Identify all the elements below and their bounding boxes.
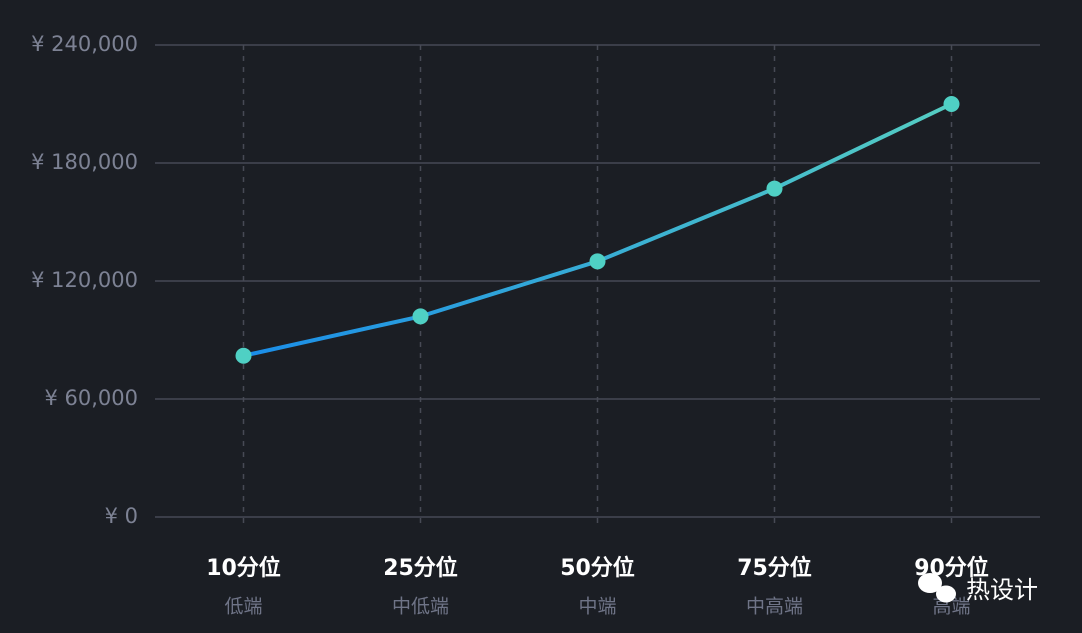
marker [943, 96, 960, 112]
marker [766, 180, 783, 197]
x-tick-label: 10分位 [206, 555, 281, 581]
y-tick-label: ¥ 120,000 [31, 268, 138, 292]
y-tick-label: ¥ 60,000 [44, 386, 138, 410]
x-tick-label: 50分位 [560, 555, 635, 581]
x-tick-sublabel: 低端 [224, 596, 262, 618]
x-tick-sublabel: 中端 [578, 596, 616, 618]
x-tick-label: 25分位 [383, 555, 458, 581]
marker [235, 347, 252, 364]
y-tick-label: ¥ 0 [105, 504, 138, 528]
watermark: 热设计 [966, 576, 1038, 604]
y-tick-label: ¥ 240,000 [31, 32, 138, 56]
x-tick-label: 75分位 [737, 555, 812, 581]
watermark-icon [918, 573, 956, 603]
marker [589, 253, 606, 270]
x-tick-sublabel: 中低端 [392, 596, 449, 618]
y-tick-label: ¥ 180,000 [31, 150, 138, 174]
x-tick-sublabel: 中高端 [746, 596, 803, 618]
marker [412, 308, 429, 325]
